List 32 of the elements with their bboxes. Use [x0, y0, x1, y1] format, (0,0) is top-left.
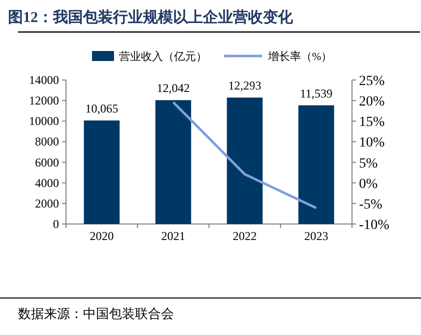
y-tick-label: 0: [53, 217, 59, 231]
y2-tick-label: 5%: [359, 156, 378, 172]
y2-tick-label: -10%: [359, 218, 390, 233]
x-tick-label: 2023: [304, 229, 328, 243]
y2-tick-label: 20%: [359, 94, 385, 110]
y-tick-label: 6000: [35, 155, 59, 170]
data-label: 11,539: [300, 86, 333, 100]
chart-title: 图12：我国包装行业规模以上企业营收变化: [8, 8, 294, 26]
y2-tick-label: -5%: [359, 197, 383, 212]
data-label: 12,293: [228, 78, 262, 93]
bar: [84, 120, 120, 224]
data-label: 12,042: [156, 81, 190, 96]
y-tick-label: 10000: [29, 114, 59, 128]
legend-label: 增长率（%）: [267, 50, 332, 63]
bar: [298, 105, 334, 224]
y-tick-label: 8000: [35, 134, 59, 149]
legend-label: 营业收入（亿元）: [119, 50, 207, 63]
y-tick-label: 12000: [29, 94, 59, 108]
x-tick-label: 2021: [161, 229, 186, 243]
data-label: 10,065: [85, 101, 118, 116]
x-tick-label: 2020: [90, 229, 114, 243]
y-tick-label: 14000: [29, 73, 59, 87]
source-note: 数据来源：中国包装联合会: [18, 306, 174, 321]
y-tick-label: 4000: [35, 176, 59, 190]
y2-tick-label: 25%: [359, 74, 385, 89]
bar: [226, 98, 263, 224]
y-tick-label: 2000: [35, 196, 59, 210]
y2-tick-label: 0%: [359, 176, 378, 192]
y2-tick-label: 15%: [359, 115, 385, 130]
bar: [155, 100, 192, 224]
y2-tick-label: 10%: [359, 136, 385, 151]
x-tick-label: 2022: [232, 229, 257, 243]
